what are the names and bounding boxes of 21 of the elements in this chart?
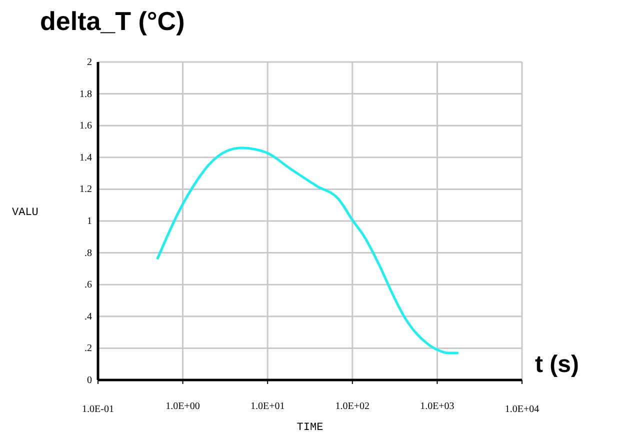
x-tick-label: 1.0E+04 — [504, 404, 540, 415]
y-tick-label: 1 — [87, 216, 92, 227]
x-tick-label: 1.0E+01 — [250, 401, 285, 412]
y-tick-label: 1.6 — [80, 120, 92, 132]
text: t (s) — [535, 351, 579, 378]
y-tick-label: 2 — [87, 57, 92, 68]
y-tick-label: .6 — [84, 280, 92, 291]
y-axis-title: VALU — [12, 207, 38, 219]
y-tick-label: 1.2 — [80, 184, 92, 196]
y-tick-label: 0 — [87, 375, 92, 386]
chart-title: delta_T (°C) — [40, 6, 185, 36]
y-tick-label: .2 — [84, 343, 92, 354]
x-tick-label: 1.0E+00 — [166, 401, 200, 412]
x-tick-label: 1.0E-01 — [82, 404, 114, 415]
y-tick-label: 1.8 — [80, 88, 92, 100]
x-tick-label: 1.0E+02 — [335, 401, 370, 412]
y-tick-label: .4 — [84, 311, 92, 322]
y-tick-label: 1.4 — [80, 152, 92, 164]
y-tick-label: .8 — [84, 248, 92, 259]
x-axis-title: TIME — [296, 422, 324, 434]
x-tick-label: 1.0E+03 — [420, 401, 454, 412]
